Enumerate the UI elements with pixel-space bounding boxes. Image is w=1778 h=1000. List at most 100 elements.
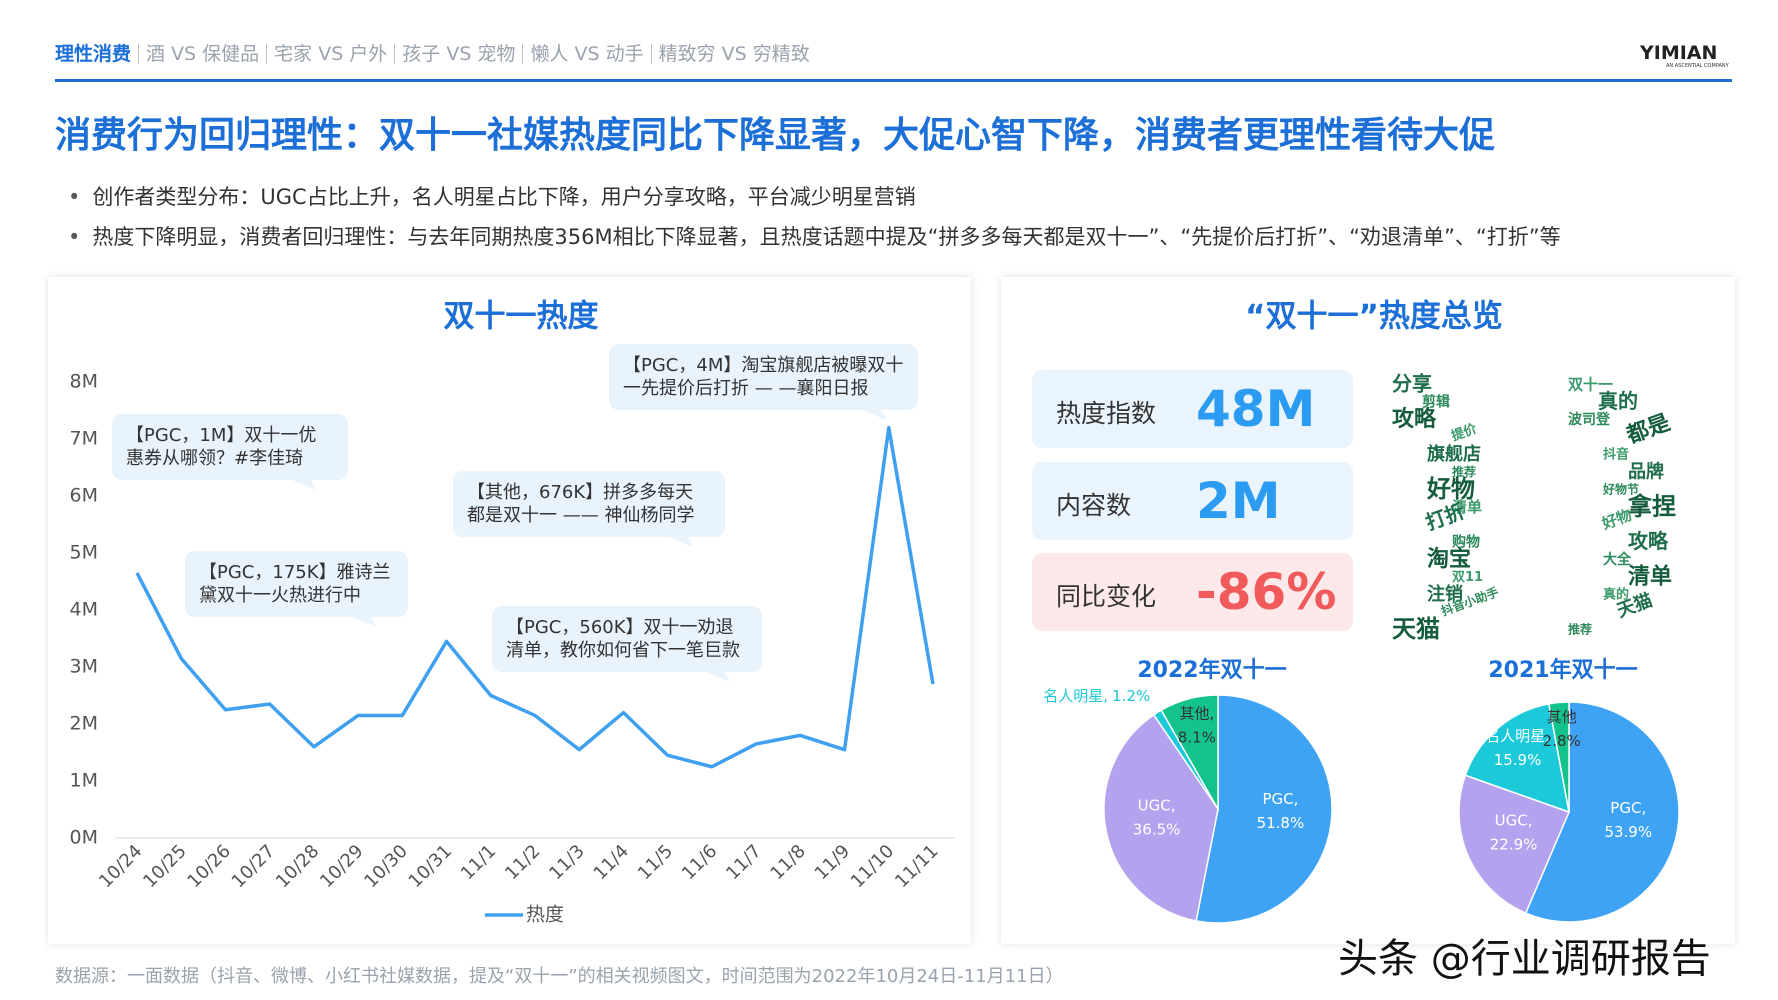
tab[interactable]: 精致穷 VS 穷精致 (650, 44, 817, 64)
word: 攻略 (1628, 529, 1669, 553)
tab-bar: 理性消费酒 VS 保健品 宅家 VS 户外 孩子 VS 宠物 懒人 VS 动手 精致穷 … (55, 44, 817, 64)
word: 淘宝 (1427, 546, 1471, 572)
pie-label-name: PGC, (1610, 799, 1646, 817)
y-tick-label: 5M (70, 542, 98, 564)
pie-label-value: 8.1% (1178, 729, 1216, 747)
y-tick-label: 6M (70, 485, 98, 507)
pie-label-name: 其他, (1179, 705, 1214, 723)
x-tick-label: 10/29 (316, 841, 368, 893)
x-tick-label: 11/5 (634, 841, 677, 884)
pie-title: 2022年双十一 (1137, 657, 1286, 683)
word: 注销 (1427, 583, 1463, 605)
word: 好物 (1426, 475, 1475, 503)
bullet: 热度下降明显，消费者回归理性：与去年同期热度356M相比下降显著，且热度话题中提… (68, 221, 1560, 251)
pie-slice (1547, 701, 1570, 813)
y-tick-label: 8M (70, 371, 98, 393)
y-tick-label: 2M (70, 713, 98, 735)
bullet: 创作者类型分布：UGC占比上升，名人明星占比下降，用户分享攻略，平台减少明星营销 (68, 181, 915, 211)
header-rule (55, 79, 1732, 82)
x-tick-label: 10/27 (228, 841, 280, 893)
pie-slice (1195, 694, 1333, 924)
chart-title: 双十一热度 (444, 299, 599, 335)
word: 波司登 (1568, 411, 1611, 428)
overview-title: “双十一”热度总览 (1245, 299, 1503, 335)
pie-label: 名人明星, 1.2% (1043, 687, 1150, 705)
kpi-label: 热度指数 (1056, 399, 1157, 428)
x-tick-label: 10/25 (139, 841, 191, 893)
word: 剪辑 (1422, 394, 1450, 411)
pie-label-value: 2.8% (1543, 732, 1581, 750)
x-tick-label: 11/1 (457, 841, 500, 884)
x-tick-label: 11/11 (891, 841, 943, 893)
x-tick-label: 10/26 (183, 841, 235, 893)
x-tick-label: 11/10 (847, 841, 899, 893)
x-tick-label: 10/31 (405, 841, 457, 893)
word: 都是 (1623, 410, 1674, 449)
x-tick-label: 10/28 (272, 841, 324, 893)
callout: 【PGC，175K】雅诗兰黛双十一火热进行中 (185, 551, 408, 617)
kpi-value: -86% (1196, 563, 1337, 621)
tab[interactable]: 孩子 VS 宠物 (394, 44, 522, 64)
word: 旗舰店 (1427, 443, 1481, 465)
y-tick-label: 4M (70, 599, 98, 621)
line-series (135, 425, 935, 769)
x-tick-label: 10/24 (95, 841, 147, 893)
kpi-label: 内容数 (1056, 491, 1132, 520)
source-note: 数据源：一面数据（抖音、微博、小红书社媒数据，提及“双十一”的相关视频图文，时间… (55, 966, 1064, 987)
word: 好物节 (1602, 482, 1639, 497)
word: 清单 (1628, 564, 1672, 590)
y-tick-label: 0M (70, 827, 98, 849)
word: 真的 (1598, 389, 1638, 413)
pie-slice (1103, 713, 1219, 922)
pie-label-name: 其他 (1547, 708, 1577, 726)
word: 清单 (1452, 498, 1482, 516)
word: 天猫 (1392, 615, 1440, 643)
pie-slice (1458, 774, 1571, 915)
pie-slice (1160, 694, 1219, 812)
tab[interactable]: 宅家 VS 户外 (266, 44, 394, 64)
word: 大全 (1603, 551, 1632, 568)
word: 分享 (1392, 372, 1432, 396)
tab[interactable]: 理性消费 (55, 43, 132, 65)
y-tick-label: 3M (70, 656, 98, 678)
x-tick-label: 11/6 (678, 841, 721, 884)
pie-label-value: 22.9% (1490, 835, 1538, 853)
word: 推荐 (1452, 464, 1476, 479)
x-tick-label: 11/8 (766, 841, 809, 884)
word: 拿捏 (1628, 493, 1676, 521)
x-tick-label: 10/30 (360, 841, 412, 893)
pie-slice (1524, 701, 1680, 923)
x-tick-label: 11/2 (501, 841, 544, 884)
logo-sub: AN ASCENTIAL COMPANY (1666, 63, 1729, 69)
watermark: 头条 @行业调研报告 (1338, 936, 1711, 982)
x-tick-label: 11/7 (722, 841, 765, 884)
word: 打折 (1422, 499, 1468, 535)
callout: 【PGC，1M】双十一优惠券从哪领？#李佳琦 (112, 414, 348, 480)
kpi-card: 同比变化 -86% (1032, 553, 1353, 631)
kpi-label: 同比变化 (1056, 582, 1157, 611)
tab[interactable]: 酒 VS 保健品 (138, 44, 266, 64)
x-tick-label: 11/4 (590, 841, 633, 884)
y-tick-label: 1M (70, 770, 98, 792)
word: 抖音 (1603, 447, 1629, 463)
kpi-value: 48M (1196, 380, 1316, 438)
pie-label-name: UGC, (1495, 811, 1533, 829)
pie-label-value: 15.9% (1494, 751, 1542, 769)
word: 真的 (1603, 587, 1629, 603)
pie-label-name: UGC, (1138, 797, 1176, 815)
pie-label-name: PGC, (1262, 790, 1298, 808)
y-tick-label: 7M (70, 428, 98, 450)
word: 双11 (1452, 570, 1483, 585)
word: 双十一 (1568, 376, 1613, 394)
tab[interactable]: 懒人 VS 动手 (522, 44, 650, 64)
legend-label: 热度 (526, 904, 564, 926)
logo: YIMIAN (1640, 42, 1718, 64)
word: 提价 (1449, 420, 1480, 444)
callout: 【PGC，4M】淘宝旗舰店被曝双十一先提价后打折 — —襄阳日报 (609, 344, 918, 410)
pie-title: 2021年双十一 (1488, 657, 1637, 683)
kpi-card: 热度指数 48M (1032, 370, 1353, 448)
word: 购物 (1452, 534, 1480, 551)
word: 推荐 (1568, 622, 1592, 637)
